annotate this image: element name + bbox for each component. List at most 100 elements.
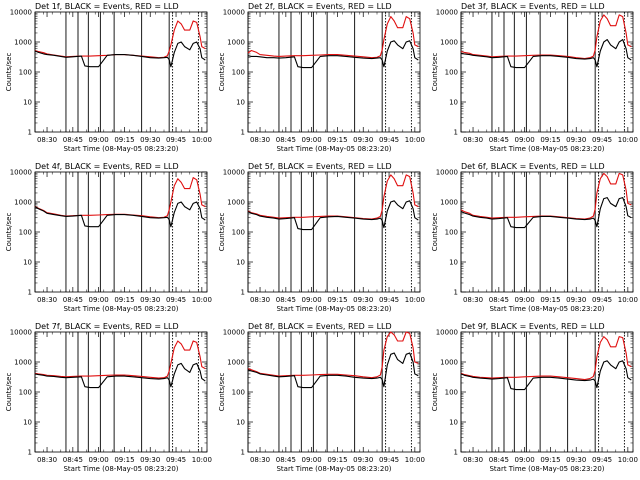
y-tick-label: 1 — [241, 289, 245, 297]
plot-frame — [247, 11, 421, 133]
x-tick-label: 09:45 — [166, 136, 186, 144]
y-axis-label: Counts/sec — [431, 373, 439, 412]
y-tick-label: 100 — [19, 389, 32, 397]
x-tick-label: 09:30 — [353, 136, 373, 144]
y-tick-label: 1000 — [440, 359, 458, 367]
plot-frame — [460, 331, 634, 453]
y-axis-label: Counts/sec — [218, 53, 226, 92]
y-tick-label: 1000 — [440, 39, 458, 47]
x-tick-label: 08:45 — [276, 136, 296, 144]
y-tick-label: 10000 — [223, 169, 245, 177]
x-tick-label: 09:30 — [353, 456, 373, 464]
x-tick-label: 09:45 — [379, 296, 399, 304]
y-tick-label: 10 — [23, 99, 32, 107]
x-tick-label: 09:15 — [540, 456, 560, 464]
x-tick-label: 09:15 — [114, 456, 134, 464]
x-tick-label: 08:45 — [63, 136, 83, 144]
series-line-events — [34, 41, 206, 68]
chart-panel: Det 7f, BLACK = Events, RED = LLD 1 10 100 1… — [5, 322, 212, 473]
series-line-events — [460, 39, 632, 69]
x-axis-label: Start Time (08-May-05 08:23:20) — [489, 305, 604, 313]
chart-title: Det 3f, BLACK = Events, RED = LLD — [461, 2, 605, 11]
x-tick-label: 09:45 — [592, 456, 612, 464]
x-tick-label: 09:15 — [327, 456, 347, 464]
y-tick-label: 10000 — [436, 9, 458, 17]
y-tick-label: 100 — [445, 69, 458, 77]
x-tick-label: 08:30 — [250, 456, 270, 464]
series-line-events — [247, 40, 419, 69]
chart-panel: Det 6f, BLACK = Events, RED = LLD 1 10 100 1… — [431, 162, 638, 313]
y-tick-label: 10000 — [436, 329, 458, 337]
x-tick-label: 09:00 — [515, 456, 535, 464]
x-axis-label: Start Time (08-May-05 08:23:20) — [489, 145, 604, 153]
x-tick-label: 08:30 — [463, 136, 483, 144]
plot-frame — [247, 331, 421, 453]
series-line-lld — [34, 20, 206, 59]
y-tick-label: 1000 — [14, 359, 32, 367]
series-line-events — [460, 360, 632, 391]
x-tick-label: 10:00 — [192, 456, 212, 464]
x-tick-label: 09:30 — [140, 456, 160, 464]
y-tick-label: 10 — [236, 99, 245, 107]
x-tick-label: 09:00 — [515, 136, 535, 144]
series-line-lld — [460, 14, 632, 60]
series-line-lld — [247, 331, 419, 379]
x-tick-label: 09:30 — [566, 456, 586, 464]
x-tick-label: 09:45 — [592, 136, 612, 144]
x-tick-label: 09:45 — [166, 456, 186, 464]
x-axis-label: Start Time (08-May-05 08:23:20) — [276, 465, 391, 473]
series-line-lld — [34, 177, 206, 219]
x-tick-label: 08:45 — [276, 296, 296, 304]
y-tick-label: 1 — [454, 289, 458, 297]
y-tick-label: 1000 — [227, 39, 245, 47]
y-axis-label: Counts/sec — [431, 213, 439, 252]
y-tick-label: 100 — [19, 69, 32, 77]
plot-frame — [34, 171, 208, 293]
x-tick-label: 08:30 — [463, 456, 483, 464]
x-tick-label: 08:45 — [276, 456, 296, 464]
chart-panel: Det 8f, BLACK = Events, RED = LLD 1 10 100 1… — [218, 322, 425, 473]
chart-panel: Det 5f, BLACK = Events, RED = LLD 1 10 100 1… — [218, 162, 425, 313]
x-tick-label: 09:15 — [327, 296, 347, 304]
y-tick-label: 100 — [232, 69, 245, 77]
y-tick-label: 1000 — [227, 199, 245, 207]
y-axis-label: Counts/sec — [5, 373, 13, 412]
x-tick-label: 09:45 — [379, 456, 399, 464]
chart-title: Det 4f, BLACK = Events, RED = LLD — [35, 162, 179, 171]
x-tick-label: 08:30 — [37, 456, 57, 464]
y-tick-label: 100 — [445, 229, 458, 237]
y-tick-label: 10000 — [223, 329, 245, 337]
series-line-lld — [34, 340, 206, 379]
x-axis-label: Start Time (08-May-05 08:23:20) — [63, 465, 178, 473]
chart-title: Det 5f, BLACK = Events, RED = LLD — [248, 162, 392, 171]
x-tick-label: 09:30 — [566, 296, 586, 304]
y-tick-label: 10000 — [10, 9, 32, 17]
series-line-lld — [460, 336, 632, 381]
y-tick-label: 1000 — [227, 359, 245, 367]
y-tick-label: 1 — [241, 449, 245, 457]
x-tick-label: 09:00 — [89, 136, 109, 144]
x-tick-label: 10:00 — [405, 296, 425, 304]
x-tick-label: 09:30 — [140, 296, 160, 304]
x-tick-label: 09:00 — [89, 456, 109, 464]
x-tick-label: 09:30 — [353, 296, 373, 304]
plot-frame — [460, 171, 634, 293]
y-tick-label: 1 — [28, 129, 32, 137]
series-line-lld — [460, 172, 632, 220]
x-tick-label: 08:45 — [489, 296, 509, 304]
x-tick-label: 08:30 — [250, 296, 270, 304]
series-line-events — [34, 362, 206, 389]
x-tick-label: 09:15 — [327, 136, 347, 144]
x-tick-label: 09:00 — [302, 136, 322, 144]
x-tick-label: 08:45 — [489, 456, 509, 464]
x-tick-label: 10:00 — [192, 296, 212, 304]
y-axis-label: Counts/sec — [5, 213, 13, 252]
x-tick-label: 10:00 — [618, 296, 638, 304]
y-tick-label: 100 — [445, 389, 458, 397]
x-tick-label: 09:15 — [114, 136, 134, 144]
x-axis-label: Start Time (08-May-05 08:23:20) — [63, 145, 178, 153]
x-tick-label: 09:00 — [302, 296, 322, 304]
x-tick-label: 09:45 — [592, 296, 612, 304]
series-line-events — [247, 352, 419, 389]
chart-title: Det 9f, BLACK = Events, RED = LLD — [461, 322, 605, 331]
